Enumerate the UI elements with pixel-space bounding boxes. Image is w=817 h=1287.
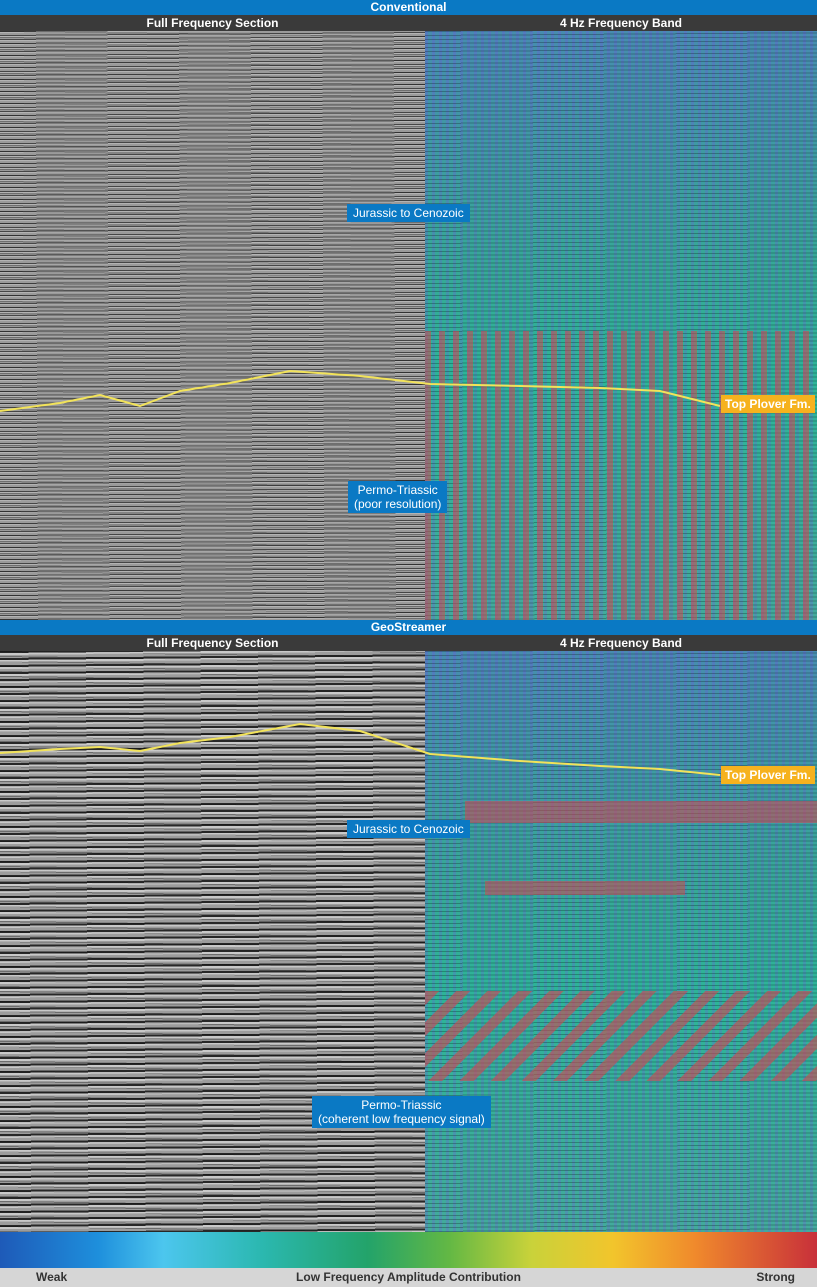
conventional-title: Conventional <box>370 0 447 14</box>
conventional-title-bar: Conventional <box>0 0 817 15</box>
geostreamer-full-frequency-section <box>0 651 425 1232</box>
conventional-left-header: Full Frequency Section <box>146 16 279 30</box>
conventional-top-plover-tag: Top Plover Fm. <box>721 395 815 413</box>
color-bar-legend: Low Frequency Amplitude Contribution Wea… <box>0 1268 817 1287</box>
geostreamer-horizon-line <box>0 722 721 776</box>
geostreamer-panel: Jurassic to Cenozoic Permo-Triassic (coh… <box>0 651 817 1232</box>
geostreamer-red-reflector-2 <box>485 881 685 895</box>
conventional-jurassic-label: Jurassic to Cenozoic <box>347 204 470 222</box>
legend-center-label: Low Frequency Amplitude Contribution <box>296 1270 521 1284</box>
geostreamer-title: GeoStreamer <box>370 620 447 634</box>
geostreamer-left-header: Full Frequency Section <box>146 636 279 650</box>
legend-weak-label: Weak <box>36 1270 68 1284</box>
geostreamer-4hz-band-section <box>425 651 817 1232</box>
geostreamer-sub-header: Full Frequency Section 4 Hz Frequency Ba… <box>0 635 817 651</box>
geostreamer-red-amplitude-zone <box>425 991 817 1081</box>
conventional-permo-triassic-label: Permo-Triassic (poor resolution) <box>348 481 448 513</box>
amplitude-color-bar <box>0 1232 817 1268</box>
conventional-4hz-band-section <box>425 31 817 620</box>
conventional-full-frequency-section <box>0 31 425 620</box>
geostreamer-red-reflector-1 <box>465 801 817 823</box>
geostreamer-title-bar: GeoStreamer <box>0 620 817 635</box>
geostreamer-jurassic-label: Jurassic to Cenozoic <box>347 820 470 838</box>
conventional-horizon-line <box>0 369 721 412</box>
geostreamer-permo-triassic-label: Permo-Triassic (coherent low frequency s… <box>312 1096 491 1128</box>
legend-strong-label: Strong <box>756 1270 795 1284</box>
conventional-right-header: 4 Hz Frequency Band <box>559 16 683 30</box>
geostreamer-right-header: 4 Hz Frequency Band <box>559 636 683 650</box>
geostreamer-top-plover-tag: Top Plover Fm. <box>721 766 815 784</box>
conventional-red-amplitude-zone <box>425 331 817 620</box>
conventional-panel: Jurassic to Cenozoic Permo-Triassic (poo… <box>0 31 817 620</box>
conventional-sub-header: Full Frequency Section 4 Hz Frequency Ba… <box>0 15 817 31</box>
